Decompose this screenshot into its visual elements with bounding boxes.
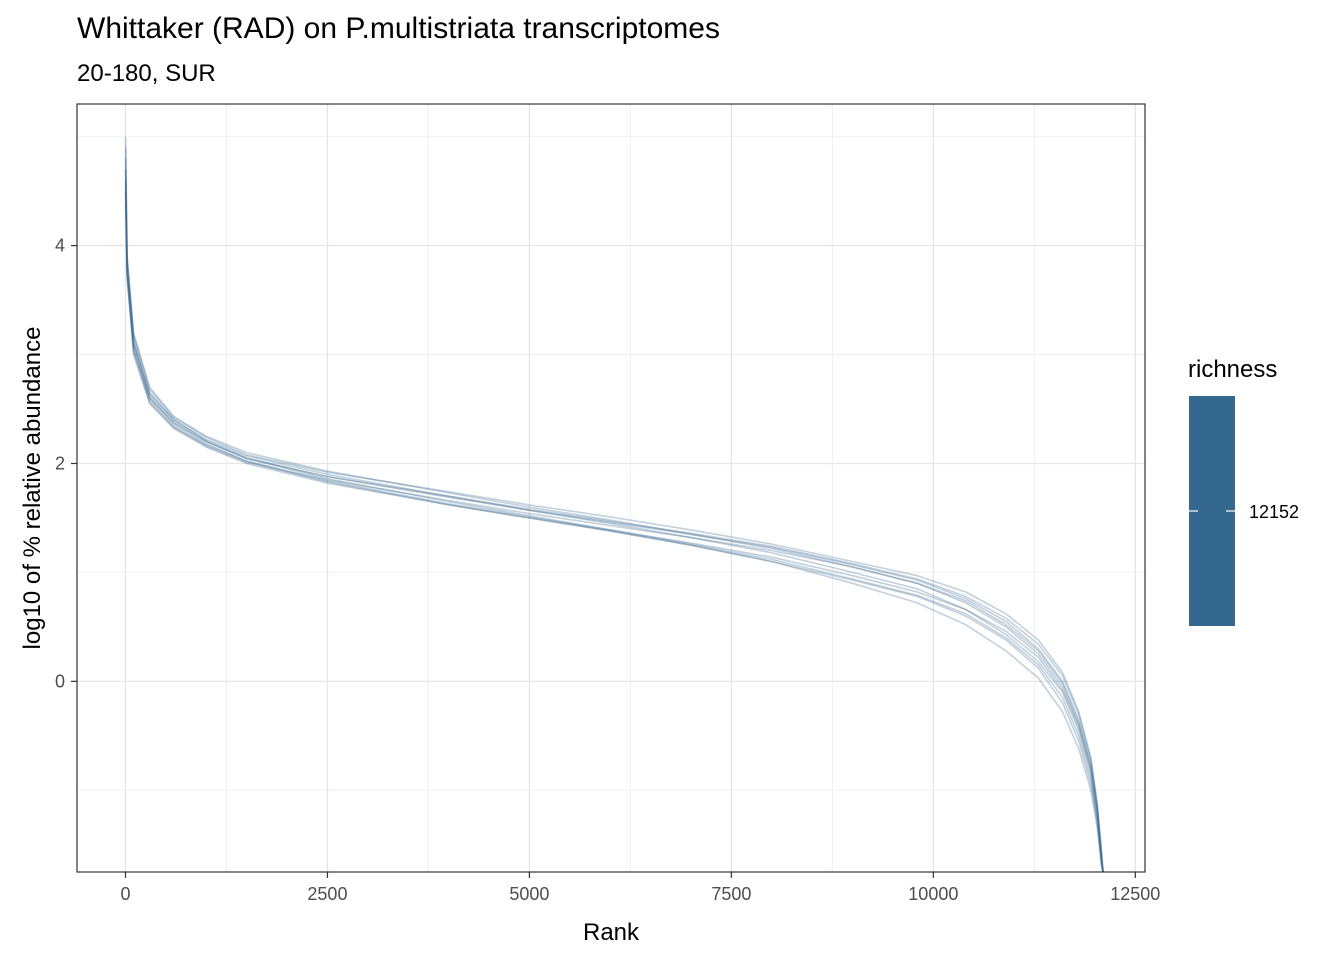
x-tick-label: 5000 [509,884,549,904]
x-axis: 0 2500 5000 7500 10000 12500 [120,872,1160,904]
chart-subtitle: 20-180, SUR [77,60,216,87]
series-line-10 [124,191,1104,873]
minor-grid [77,104,1145,872]
series-line-1 [124,136,1104,873]
x-tick-label: 2500 [307,884,347,904]
series-line-7 [124,201,1104,873]
series-line-9 [124,169,1104,873]
series-line-2 [124,158,1104,873]
x-axis-label: Rank [583,919,640,946]
chart-title: Whittaker (RAD) on P.multistriata transc… [77,12,720,45]
x-tick-label: 7500 [711,884,751,904]
plot-panel-border [76,103,1146,873]
x-tick-label: 12500 [1110,884,1160,904]
series-line-6 [124,180,1104,873]
legend-label: 12152 [1249,502,1299,522]
x-tick-label: 10000 [908,884,958,904]
series-lines [124,136,1104,873]
y-axis-label: log10 of % relative abundance [19,327,46,650]
series-line-5 [124,191,1104,873]
x-tick-label: 0 [120,884,130,904]
major-grid [77,104,1145,872]
y-tick-label: 0 [55,671,65,691]
y-tick-label: 2 [55,453,65,473]
series-line-4 [124,180,1104,873]
y-tick-label: 4 [55,236,65,256]
legend-title: richness [1188,356,1277,383]
series-line-8 [124,147,1104,873]
series-line-3 [124,169,1104,873]
legend: richness 12152 [1188,356,1299,626]
y-axis: 0 2 4 [55,236,77,691]
